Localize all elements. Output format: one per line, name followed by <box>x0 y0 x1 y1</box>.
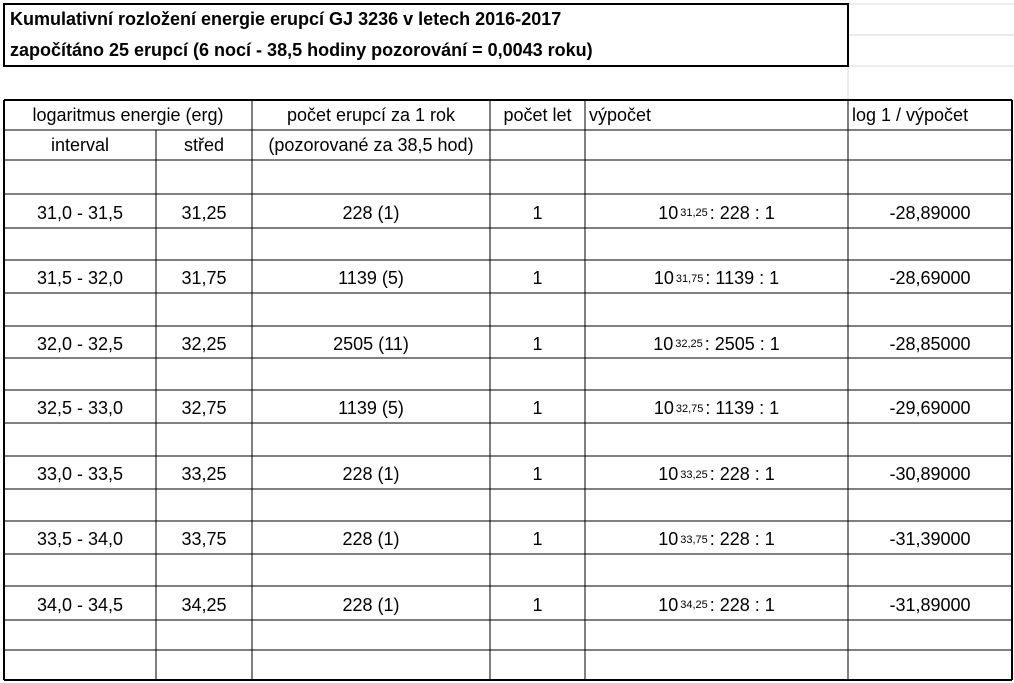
log-cell: -31,89000 <box>889 594 971 615</box>
log-cell: -28,89000 <box>889 202 971 223</box>
calc-rest: : 228 : 1 <box>709 464 775 484</box>
interval-cell: 31,5 - 32,0 <box>36 268 124 288</box>
header-cell: logaritmus energie (erg) <box>32 104 224 125</box>
years-cell: 1 <box>532 333 543 354</box>
years-cell: 1 <box>532 529 543 549</box>
calc-rest: : 228 : 1 <box>709 594 775 615</box>
calc-base: 10 <box>658 202 679 223</box>
header-cell: počet let <box>503 104 572 125</box>
header-cell: střed <box>183 134 225 155</box>
calc-exponent: 32,25 <box>675 338 703 350</box>
mid-cell: 32,25 <box>181 333 227 354</box>
title-box <box>3 3 849 67</box>
count-cell: 228 (1) <box>342 529 400 549</box>
calc-base: 10 <box>658 529 679 549</box>
calc-exponent: 31,25 <box>680 207 708 219</box>
mid-cell: 33,75 <box>181 529 227 549</box>
count-cell: 1139 (5) <box>338 398 404 418</box>
mid-cell: 32,75 <box>181 398 227 418</box>
calc-cell: 10 34,25: 228 : 1 <box>585 588 848 622</box>
years-cell: 1 <box>532 398 543 418</box>
log-cell: -29,69000 <box>889 398 971 418</box>
calc-exponent: 33,75 <box>680 533 708 546</box>
calc-rest: : 228 : 1 <box>709 202 775 223</box>
calc-rest: : 1139 : 1 <box>705 398 780 418</box>
calc-cell: 10 32,25: 2505 : 1 <box>585 328 848 360</box>
log-cell: -31,39000 <box>889 529 971 549</box>
log-cell: -28,69000 <box>889 268 971 288</box>
mid-cell: 34,25 <box>181 594 227 615</box>
title-line: započítáno 25 erupcí (6 nocí - 38,5 hodi… <box>10 40 593 60</box>
interval-cell: 33,0 - 33,5 <box>36 464 124 484</box>
header-cell: log 1 / výpočet <box>852 104 969 125</box>
mid-cell: 33,25 <box>181 464 227 484</box>
calc-exponent: 32,75 <box>675 402 704 415</box>
calc-rest: : 1139 : 1 <box>705 268 780 288</box>
years-cell: 1 <box>532 202 543 223</box>
mid-cell: 31,75 <box>181 268 227 288</box>
calc-base: 10 <box>653 333 674 354</box>
years-cell: 1 <box>532 464 543 484</box>
interval-cell: 33,5 - 34,0 <box>36 529 124 549</box>
log-cell: -28,85000 <box>889 333 971 354</box>
calc-base: 10 <box>658 594 679 615</box>
calc-base: 10 <box>653 268 674 288</box>
count-cell: 228 (1) <box>342 464 400 484</box>
calc-exponent: 33,25 <box>680 468 708 481</box>
calc-exponent: 34,25 <box>680 599 708 611</box>
calc-rest: : 228 : 1 <box>709 529 775 549</box>
years-cell: 1 <box>532 594 543 615</box>
calc-cell: 10 31,75: 1139 : 1 <box>585 262 848 295</box>
header-cell: (pozorované za 38,5 hod) <box>268 134 474 155</box>
calc-cell: 10 33,75: 228 : 1 <box>585 523 848 556</box>
interval-cell: 34,0 - 34,5 <box>36 594 124 615</box>
header-cell: interval <box>50 134 110 155</box>
header-cell: výpočet <box>589 104 652 125</box>
interval-cell: 31,0 - 31,5 <box>36 202 124 223</box>
calc-cell: 10 31,25: 228 : 1 <box>585 196 848 230</box>
calc-cell: 10 33,25: 228 : 1 <box>585 458 848 491</box>
calc-base: 10 <box>653 398 674 418</box>
count-cell: 228 (1) <box>342 202 400 223</box>
count-cell: 1139 (5) <box>338 268 404 288</box>
log-cell: -30,89000 <box>889 464 971 484</box>
count-cell: 228 (1) <box>342 594 400 615</box>
calc-cell: 10 32,75: 1139 : 1 <box>585 392 848 425</box>
calc-rest: : 2505 : 1 <box>704 333 780 354</box>
calc-exponent: 31,75 <box>675 272 704 285</box>
header-cell: počet erupcí za 1 rok <box>286 104 456 125</box>
interval-cell: 32,5 - 33,0 <box>36 398 124 418</box>
calc-base: 10 <box>658 464 679 484</box>
mid-cell: 31,25 <box>181 202 227 223</box>
title-line: Kumulativní rozložení energie erupcí GJ … <box>10 9 562 29</box>
interval-cell: 32,0 - 32,5 <box>36 333 124 354</box>
years-cell: 1 <box>532 268 543 288</box>
count-cell: 2505 (11) <box>333 333 409 354</box>
